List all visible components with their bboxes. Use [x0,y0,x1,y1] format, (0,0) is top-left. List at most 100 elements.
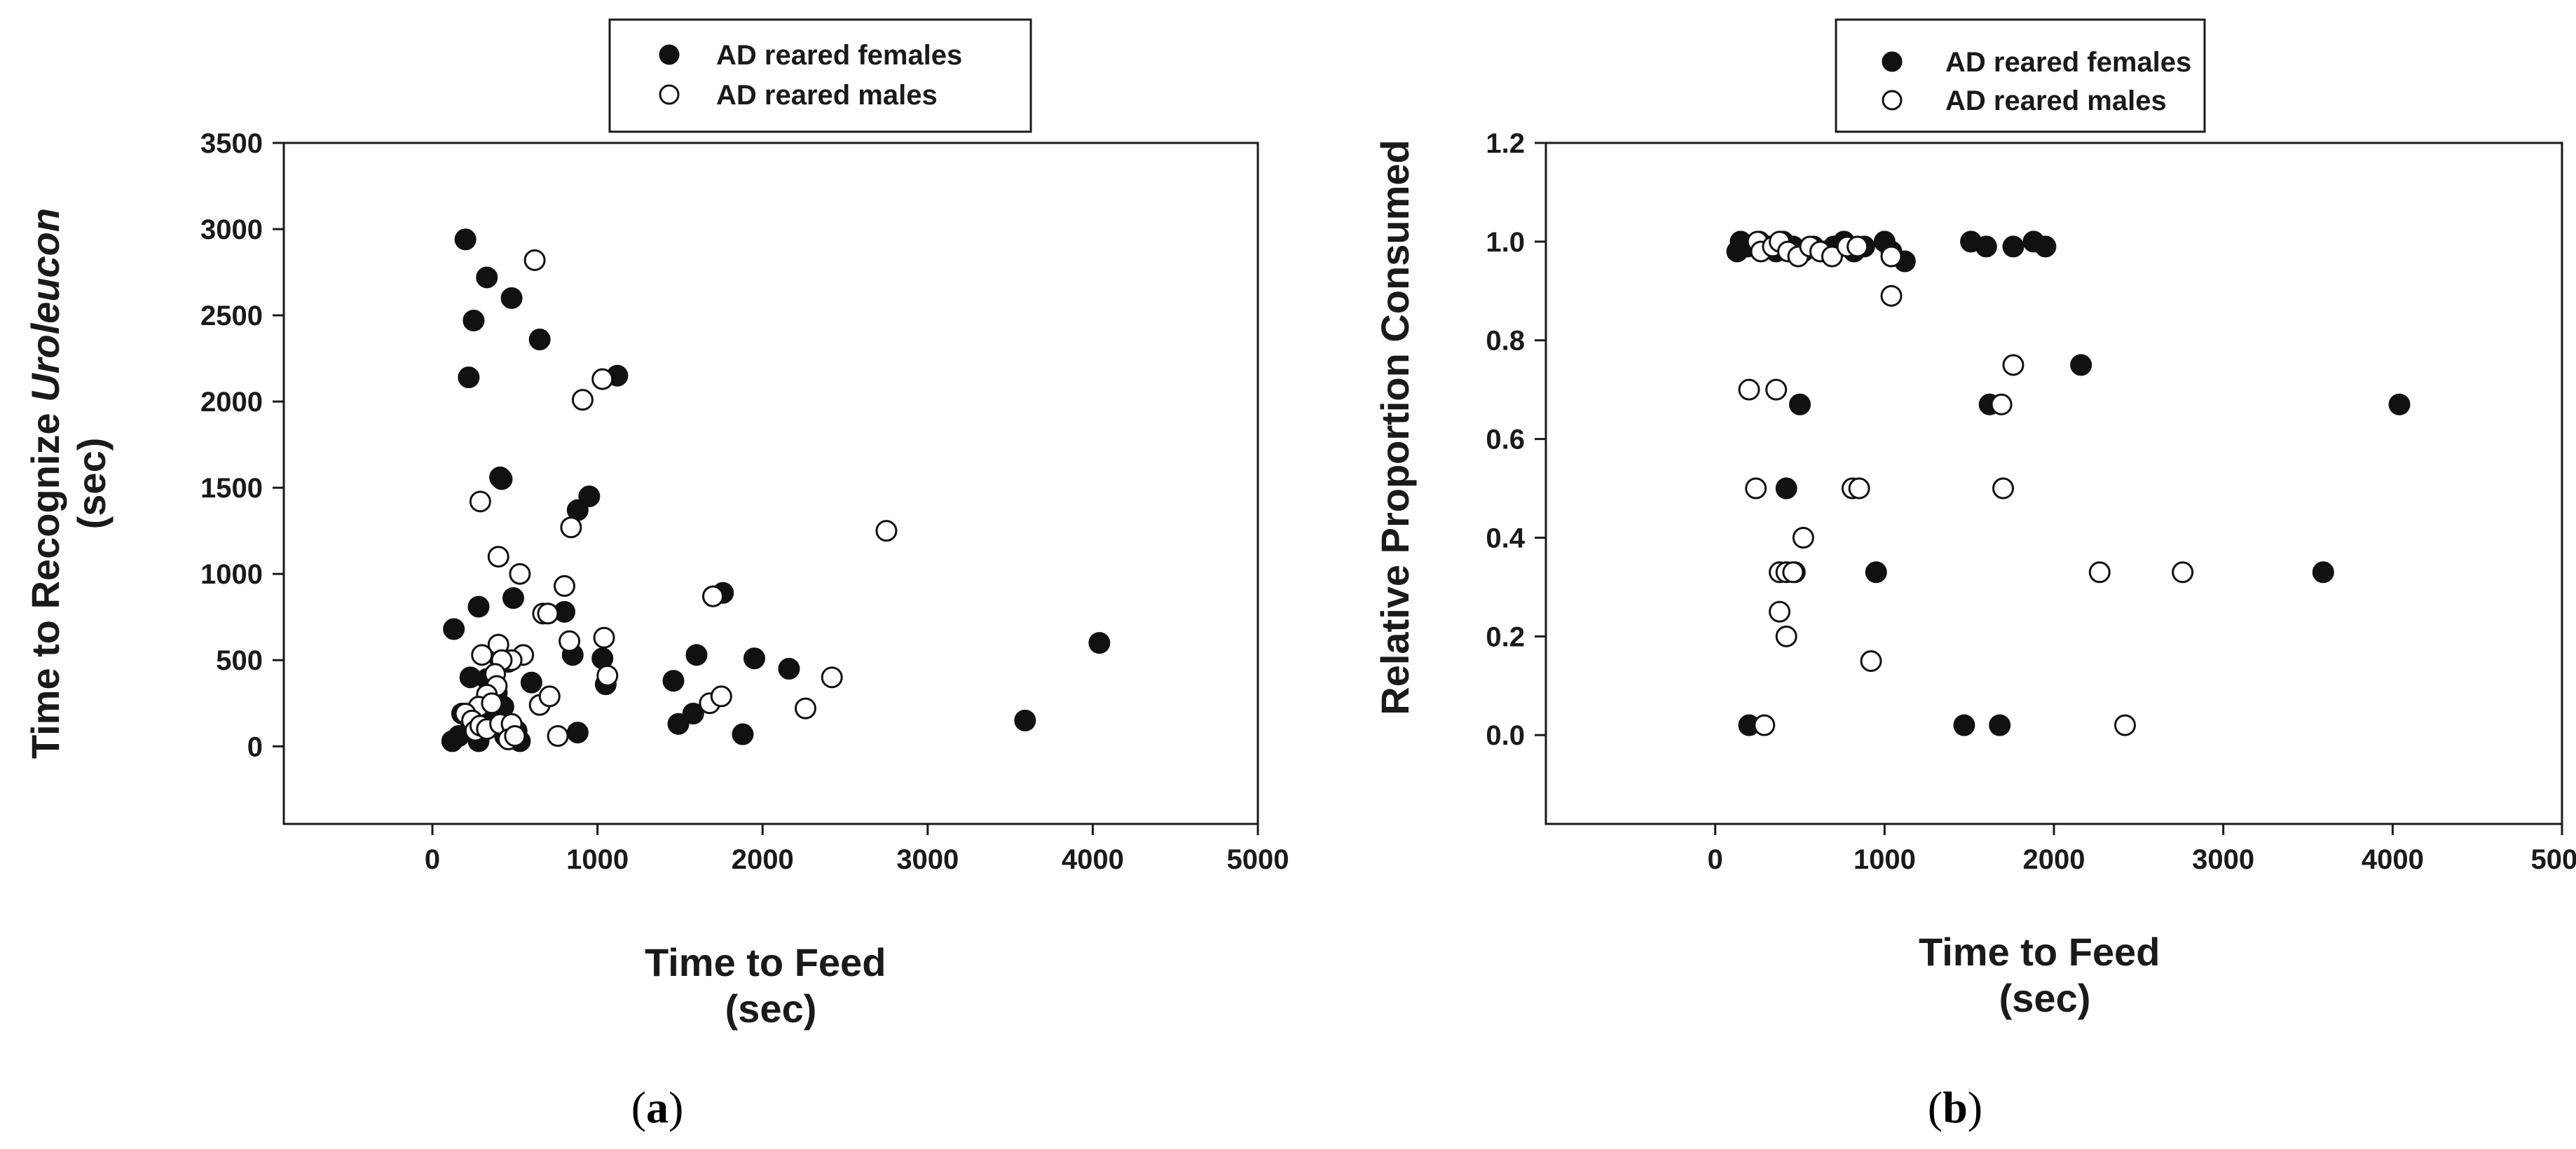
panel-b-male-point-26 [2172,561,2194,584]
panel-a-male-point-6 [509,563,531,585]
panel-a-male-point-4 [560,516,582,539]
panel-b-y-axis-ticks: 0.0 0.2 0.4 0.6 0.8 1.0 1.2 [1486,128,1546,751]
panel-a-legend-marker-females [659,44,680,65]
panel-a-legend-marker-males [659,84,680,105]
panel-b-male-point-28 [1775,625,1797,647]
panel-a-plot-frame [282,142,1259,825]
panel-b-legend-marker-males [1882,90,1903,111]
panel-b-female-point-33 [1989,714,2011,736]
panel-b-legend-box [1835,18,2206,133]
panel-b-female-point-26 [2388,393,2411,415]
panel-a-female-point-3 [463,309,485,331]
panel-b-x-tick-label-5000: 5000 [2531,844,2576,875]
panel-b-male-point-15 [1765,378,1788,401]
panel-b-male-point-10 [1847,235,1869,258]
panel-a-male-point-11 [593,626,615,649]
panel-a-y-axis-ticks: 0 500 1000 1500 2000 2500 3000 3500 [200,128,284,762]
panel-b-male-point-21 [1792,526,1814,549]
panel-b-legend-label-males: AD reared males [1945,85,2167,116]
panel-b-female-point-19 [1975,235,1997,258]
panel-a-x-tick-label-3000: 3000 [896,844,959,875]
panel-b-x-tick-label-1000: 1000 [1854,844,1916,875]
panel-b-x-tick-label-3000: 3000 [2192,844,2254,875]
panel-a-male-point-33 [538,685,561,708]
panel-a-x-tick-label-2000: 2000 [732,844,794,875]
panel-b-caption-letter: b [1943,1082,1968,1132]
panel-a-y-axis-label-line2: (sec) [69,438,114,530]
panel-b-male-point-20 [1992,477,2014,500]
panel-a-legend-box [608,18,1032,133]
panel-b-female-point-27 [1775,477,1797,500]
panel-a-female-point-44 [743,647,765,670]
panel-b-female-point-32 [1953,714,1975,736]
panel-a-female-point-1 [476,266,498,289]
panel-b-y-tick-label-1: 0.2 [1486,621,1525,652]
panel-b-legend-label-females: AD reared females [1945,47,2191,78]
panel-a-female-point-9 [578,485,601,507]
panel-a-x-axis-label-line1: Time to Feed [645,940,886,984]
panel-a-female-point-47 [1014,709,1036,731]
panel-a-female-point-5 [458,366,480,389]
panel-a-female-point-38 [662,670,685,692]
panel-a-y-tick-label-2: 1000 [200,559,263,590]
panel-b-male-point-11 [1880,245,1903,268]
panel-b-x-axis-ticks: 0 1000 2000 3000 4000 5000 [1708,824,2576,875]
panel-a-female-point-11 [443,618,465,640]
panel-a-male-point-37 [710,685,732,708]
panel-a-legend-label-males: AD reared males [716,80,938,111]
panel-a-male-point-0 [523,249,546,271]
panel-a-y-tick-label-7: 3500 [200,128,263,159]
panel-b-male-point-17 [1745,477,1767,500]
panel-b-y-tick-label-3: 0.6 [1486,425,1525,455]
panel-a-caption-letter: a [646,1082,669,1132]
panel-a-scatter-plot: 0 1000 2000 3000 4000 5000 0 500 1000 1500 2000 25… [23,18,1289,1132]
panel-a-x-tick-label-0: 0 [425,844,440,875]
panel-a-female-point-13 [502,587,524,610]
panel-b-male-point-12 [1880,284,1903,307]
panel-a-male-point-3 [469,490,491,513]
panel-b-female-point-22 [2034,235,2057,258]
panel-b-data-points [1726,231,2411,736]
panel-b-scatter-plot: 0 1000 2000 3000 4000 5000 0.0 0.2 0.4 0.6 0.8 1.0… [1373,18,2576,1132]
panel-b-y-tick-label-2: 0.4 [1486,523,1525,553]
panel-a-female-point-0 [454,228,477,251]
panel-b-female-point-23 [2070,354,2092,376]
panel-b-y-tick-label-6: 1.2 [1486,128,1525,159]
panel-a-male-point-10 [559,630,581,652]
panel-b-male-point-30 [1753,714,1776,736]
panel-b-y-tick-label-5: 1.0 [1486,227,1525,258]
panel-a-female-point-41 [682,703,704,725]
panel-a-male-point-9 [537,603,559,625]
panel-b-y-axis-label: Relative Proportion Consumed [1373,139,1417,715]
panel-a-male-point-39 [794,697,816,720]
panel-a-male-point-22 [481,692,503,715]
panel-b-male-point-8 [1821,245,1843,268]
panel-a-female-point-37 [566,722,589,744]
panel-b-male-point-16 [1990,393,2013,415]
panel-a-data-points [441,228,1111,752]
panel-b-male-point-14 [1738,378,1760,401]
panel-a-male-point-38 [821,666,843,689]
panel-a-female-point-45 [778,658,800,680]
panel-b-male-point-25 [2088,561,2111,584]
panel-a-female-point-4 [528,329,551,351]
panel-a-female-point-48 [1088,632,1111,654]
panel-a-female-point-39 [685,644,708,666]
panel-a-caption: (a) [631,1082,684,1132]
panel-b-female-point-30 [2312,561,2334,584]
panel-a-y-tick-label-4: 2000 [200,387,263,418]
panel-a-female-point-31 [441,730,463,752]
panel-a-x-axis-label-line2: (sec) [725,986,817,1031]
panel-b-male-point-31 [2114,714,2136,736]
panel-b-male-point-27 [1769,600,1790,623]
panel-a-male-point-1 [591,368,614,390]
panel-a-x-axis-label: Time to Feed (sec) [645,940,897,1031]
panel-a-x-axis-ticks: 0 1000 2000 3000 4000 5000 [425,824,1289,875]
panel-b-x-axis-label-line2: (sec) [1999,976,2091,1020]
panel-a-male-point-35 [702,585,725,607]
panel-b-caption: (b) [1928,1082,1982,1132]
panel-b-x-tick-label-2000: 2000 [2023,844,2085,875]
panel-a-y-tick-label-3: 1500 [200,473,263,504]
panel-a-x-tick-label-1000: 1000 [566,844,629,875]
